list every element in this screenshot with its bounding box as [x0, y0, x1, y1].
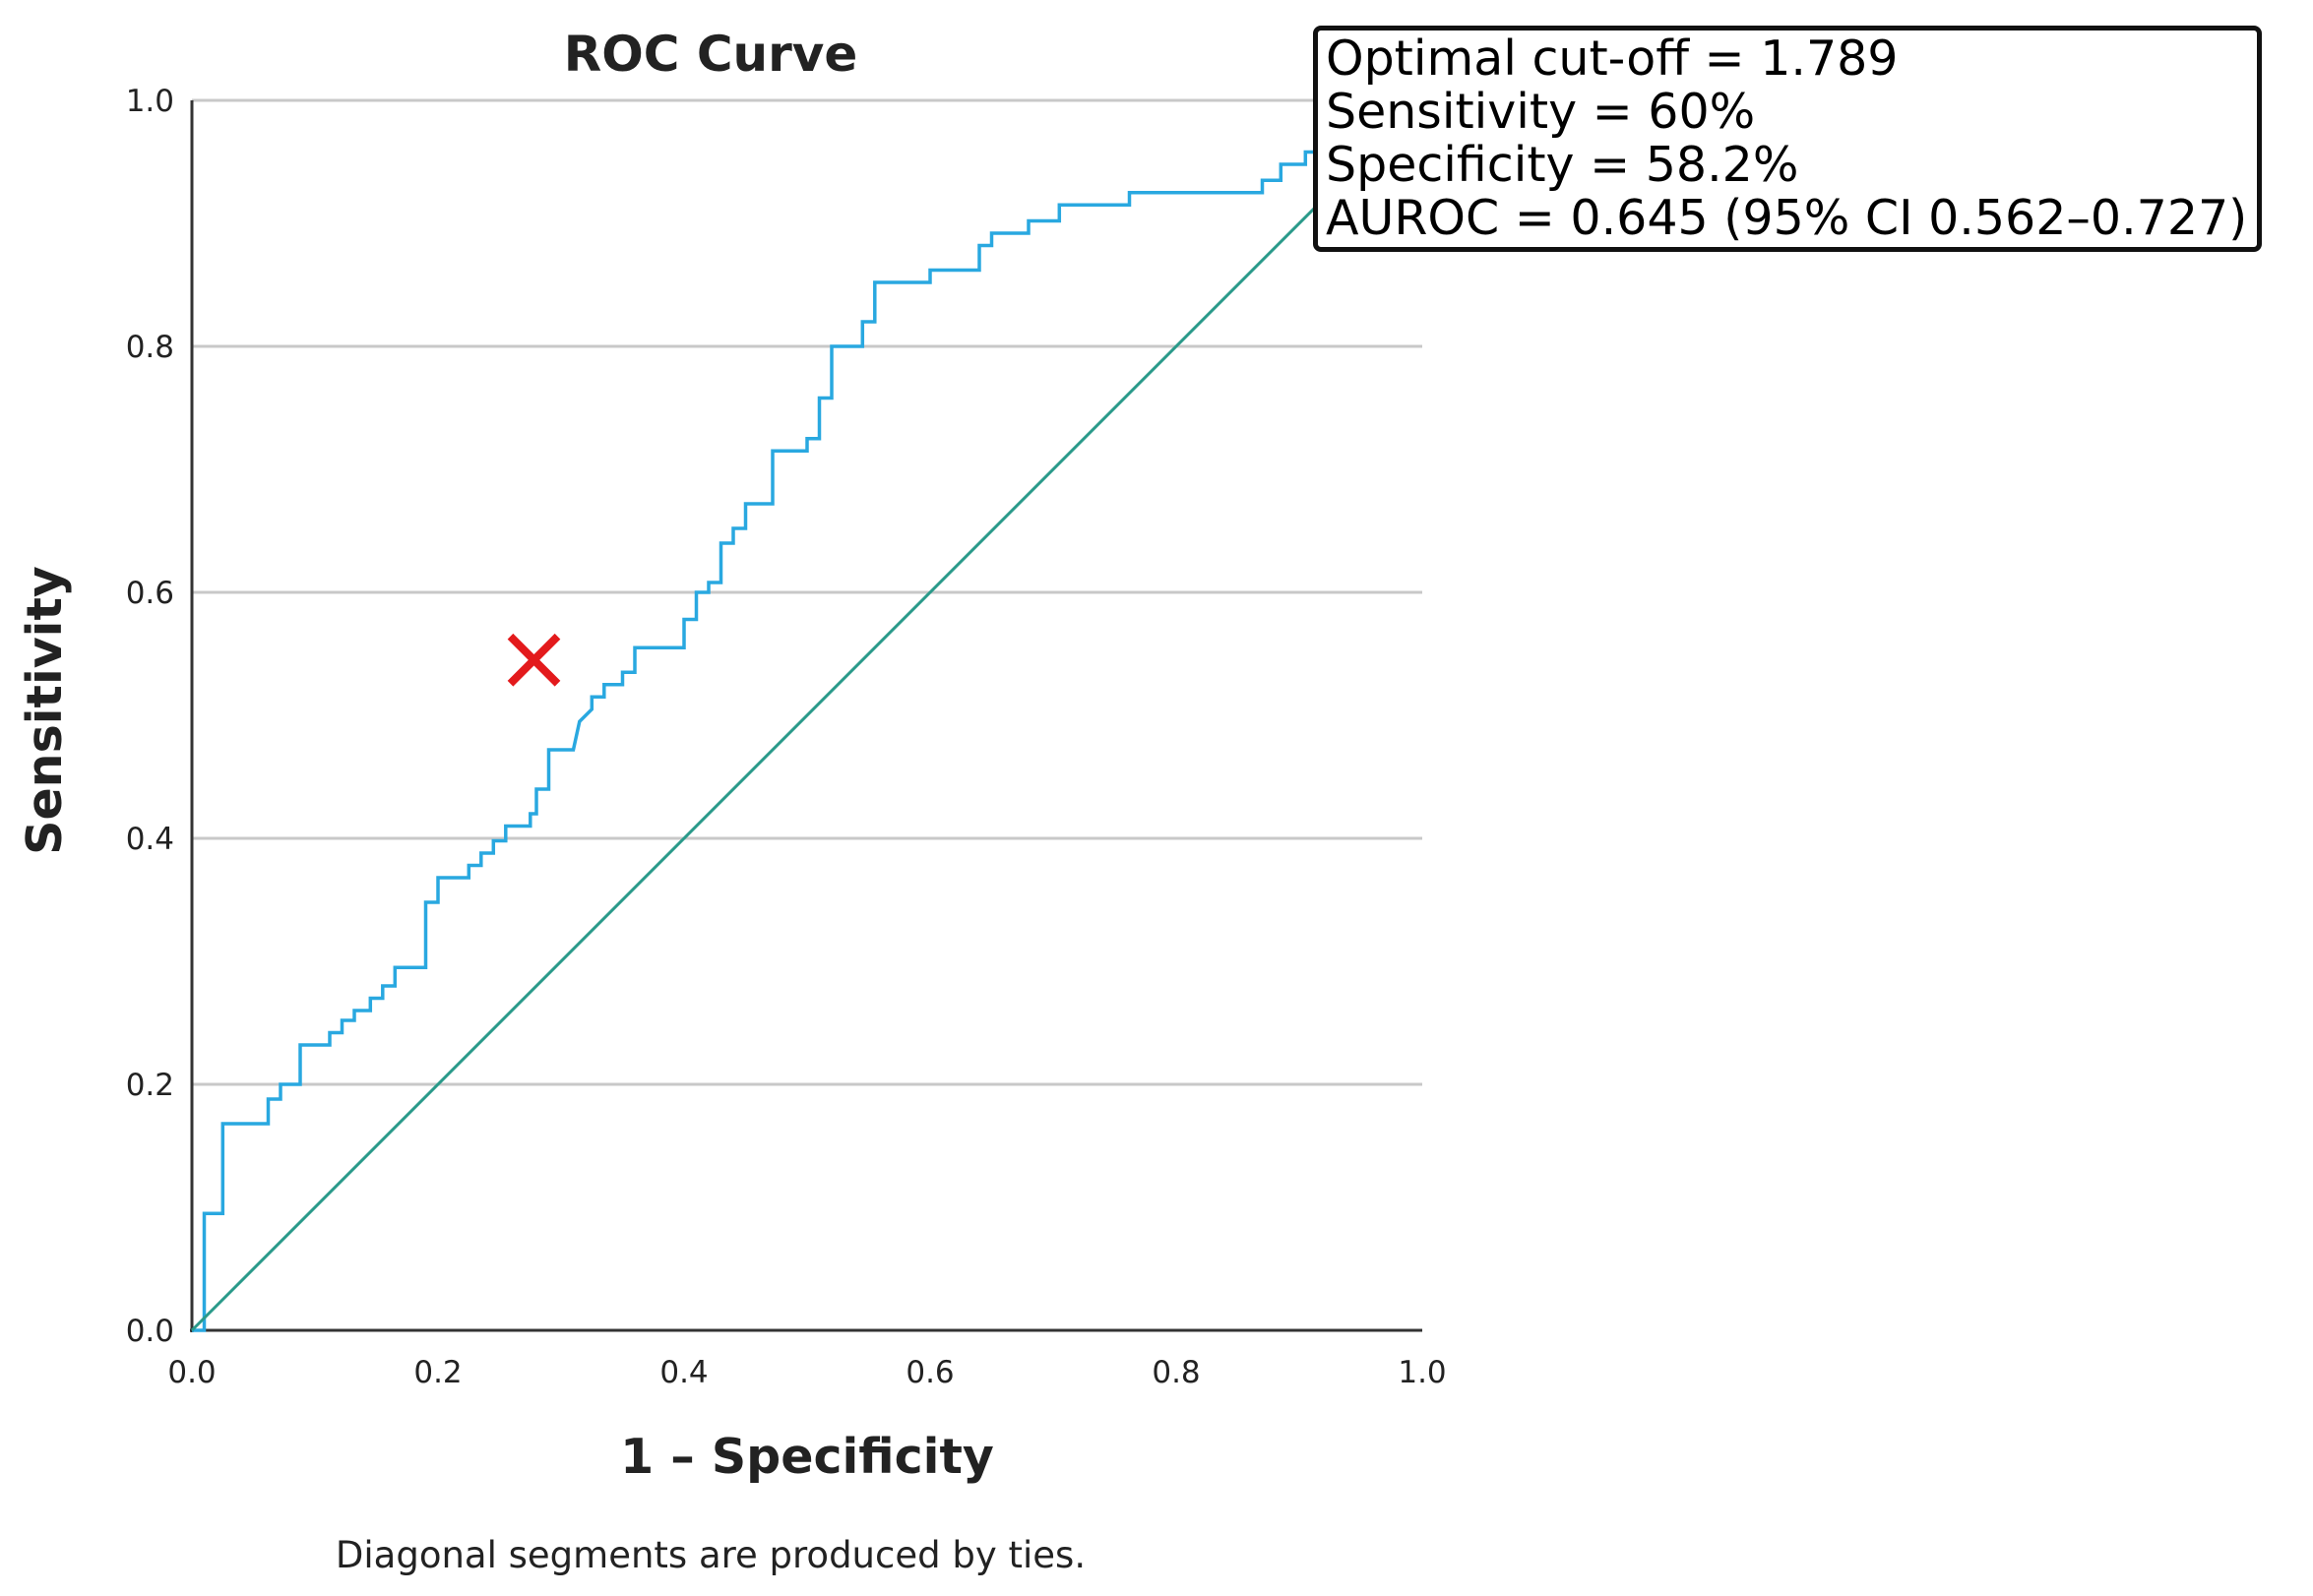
series-lines [190, 98, 1424, 1332]
optimal-point-marker [507, 633, 561, 687]
y-tick-0.2: 0.2 [126, 1068, 174, 1103]
annotation-line-auroc: AUROC = 0.645 (95% CI 0.562–0.727) [1326, 190, 2248, 246]
chart-footnote: Diagonal segments are produced by ties. [336, 1534, 1086, 1576]
x-tick-0.6: 0.6 [906, 1355, 954, 1390]
y-tick-0.8: 0.8 [126, 330, 174, 365]
annotation-line-cutoff: Optimal cut-off = 1.789 [1326, 31, 1899, 87]
annotation-line-sensitivity: Sensitivity = 60% [1326, 84, 1756, 140]
x-tick-0.8: 0.8 [1152, 1355, 1200, 1390]
x-axis-label: 1 – Specificity [620, 1429, 994, 1485]
y-tick-0.6: 0.6 [126, 576, 174, 611]
x-tick-1.0: 1.0 [1398, 1355, 1446, 1390]
x-tick-0.2: 0.2 [413, 1355, 462, 1390]
annotation-line-specificity: Specificity = 58.2% [1326, 137, 1799, 193]
y-axis-label: Sensitivity [17, 566, 73, 855]
chart-title: ROC Curve [564, 26, 858, 83]
x-tick-0.4: 0.4 [659, 1355, 708, 1390]
optimal-cutoff-annotation-box: Optimal cut-off = 1.789 Sensitivity = 60… [1313, 26, 2263, 252]
x-tick-labels: 0.0 0.2 0.4 0.6 0.8 1.0 [167, 1355, 1446, 1390]
roc-curve-line [192, 98, 1422, 1332]
reference-diagonal-line [190, 98, 1424, 1332]
axes [190, 100, 1422, 1332]
y-tick-0.4: 0.4 [126, 822, 174, 857]
y-tick-labels: 0.0 0.2 0.4 0.6 0.8 1.0 [126, 84, 174, 1349]
y-tick-0.0: 0.0 [126, 1314, 174, 1349]
y-tick-1.0: 1.0 [126, 84, 174, 119]
gridlines [192, 98, 1422, 1086]
marker-x-stroke-2 [507, 633, 561, 687]
x-tick-0.0: 0.0 [167, 1355, 216, 1390]
